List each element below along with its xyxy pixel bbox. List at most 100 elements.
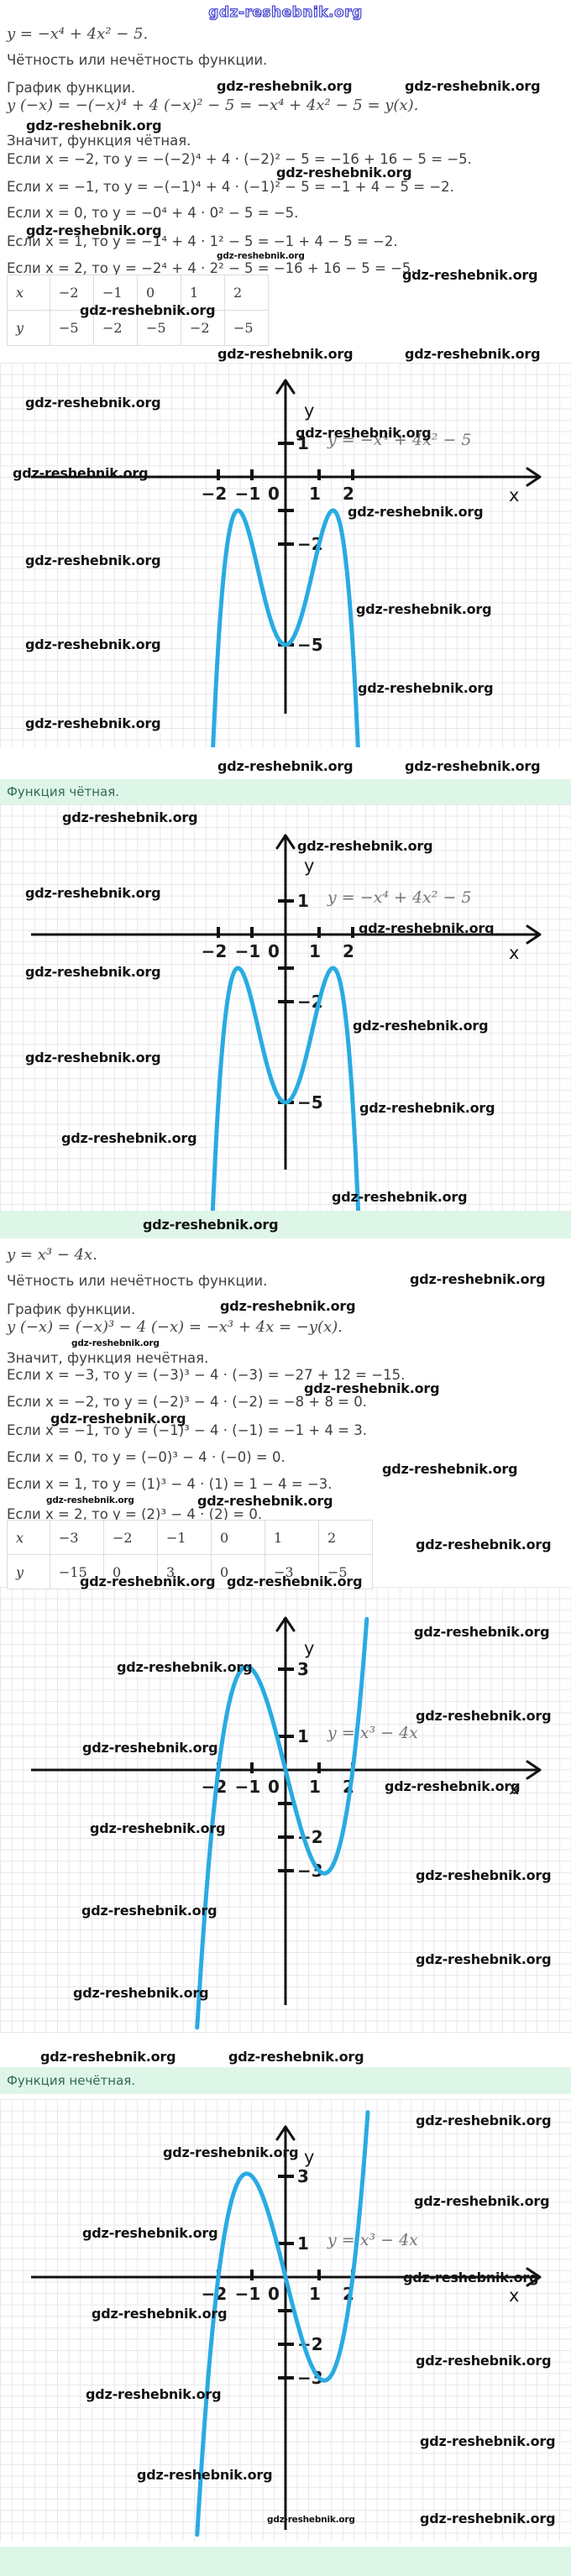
watermark: gdz-reshebnik.org [143, 1217, 279, 1233]
table-cell: −3 [50, 1520, 104, 1555]
case-line: Если x = −2, то y = −(−2)⁴ + 4 · (−2)² −… [7, 151, 472, 167]
conclusion-line: Значит, функция чётная. [7, 133, 191, 149]
watermark: gdz-reshebnik.org [40, 2049, 176, 2065]
watermark: gdz-reshebnik.org [46, 1495, 134, 1505]
x-tick-label: 1 [309, 1777, 321, 1797]
watermark: gdz-reshebnik.org [410, 1271, 546, 1287]
table-cell: x [7, 1520, 50, 1555]
watermark: gdz-reshebnik.org [416, 1537, 552, 1552]
curve-equation-label: y = x³ − 4x [327, 1724, 418, 1742]
watermark: gdz-reshebnik.org [163, 2144, 299, 2160]
watermark: gdz-reshebnik.org [348, 504, 484, 520]
y-tick-label: 1 [297, 433, 309, 453]
graph-heading: График функции. [7, 1301, 136, 1317]
x-axis-label: x [509, 1778, 519, 1798]
case-line: Если x = 1, то y = (1)³ − 4 · (1) = 1 − … [7, 1476, 333, 1492]
x-tick-label: −1 [235, 2284, 261, 2304]
watermark: gdz-reshebnik.org [50, 1411, 186, 1427]
x-tick-label: 1 [309, 484, 321, 504]
watermark: gdz-reshebnik.org [358, 680, 494, 696]
watermark: gdz-reshebnik.org [414, 1624, 550, 1640]
watermark: gdz-reshebnik.org [228, 2049, 364, 2065]
watermark: gdz-reshebnik.org [403, 2270, 539, 2285]
watermark: gdz-reshebnik.org [385, 1778, 521, 1794]
function-curve [195, 2110, 370, 2537]
x-axis-arrow [526, 924, 542, 945]
watermark: gdz-reshebnik.org [25, 395, 161, 411]
case-line: Если x = −1, то y = −(−1)⁴ + 4 · (−1)² −… [7, 179, 454, 195]
watermark: gdz-reshebnik.org [217, 78, 353, 94]
watermark: gdz-reshebnik.org [90, 1820, 226, 1836]
watermark: gdz-reshebnik.org [416, 1867, 552, 1883]
y-tick-label: 1 [297, 2233, 309, 2254]
watermark: gdz-reshebnik.org [416, 1951, 552, 1967]
watermark: gdz-reshebnik.org [25, 636, 161, 652]
watermark: gdz-reshebnik.org [25, 1050, 161, 1065]
case-line: Если x = 0, то y = (−0)³ − 4 · (−0) = 0. [7, 1449, 286, 1465]
watermark: gdz-reshebnik.org [86, 2386, 222, 2402]
watermark: gdz-reshebnik.org [296, 425, 432, 441]
y-axis-arrow [275, 1616, 296, 1632]
table-row: x −2 −1 0 1 2 [7, 275, 269, 311]
y-axis-label: y [304, 2147, 314, 2167]
watermark: gdz-reshebnik.org [62, 809, 198, 825]
table-cell: 2 [224, 275, 269, 311]
watermark: gdz-reshebnik.org [197, 1493, 333, 1509]
curve-equation-label: y = −x⁴ + 4x² − 5 [327, 431, 472, 449]
watermark: gdz-reshebnik.org [267, 2515, 355, 2525]
verdict-band: Функция нечётная. [0, 2067, 571, 2094]
watermark: gdz-reshebnik.org [405, 78, 541, 94]
case-line: Если x = −1, то y = (−1)³ − 4 · (−1) = −… [7, 1422, 367, 1438]
watermark: gdz-reshebnik.org [276, 165, 412, 181]
x-tick-label: 0 [268, 484, 280, 504]
watermark: gdz-reshebnik.org [25, 885, 161, 901]
x-tick-label: −1 [235, 484, 261, 504]
y-tick-label: 1 [297, 1726, 309, 1746]
y-tick-label: −5 [297, 635, 323, 655]
watermark: gdz-reshebnik.org [217, 251, 305, 261]
case-line: Если x = 2, то y = (2)³ − 4 · (2) = 0. [7, 1506, 263, 1522]
table-cell: −5 [50, 310, 94, 346]
watermark: gdz-reshebnik.org [416, 2113, 552, 2128]
y-tick-label: 3 [297, 2166, 309, 2186]
table-cell: −2 [103, 1520, 158, 1555]
case-line: Если x = 0, то y = −0⁴ + 4 · 0² − 5 = −5… [7, 205, 299, 221]
y-axis-label: y [304, 401, 314, 421]
graph-cubic-1: −2 −1 0 1 2 3 1 −2 −3 y x y = x³ − 4x gdz-reshebnik… [0, 1587, 571, 2034]
watermark: gdz-reshebnik.org [402, 267, 538, 283]
verdict-text: Функция чётная. [7, 784, 120, 799]
watermark: gdz-reshebnik.org [420, 2433, 556, 2449]
x-tick-label: 0 [268, 2284, 280, 2304]
x-tick-label: 0 [268, 941, 280, 961]
watermark: gdz-reshebnik.org [297, 838, 433, 854]
watermark: gdz-reshebnik.org [405, 346, 541, 362]
function-curve [210, 966, 361, 1211]
case-line: Если x = 1, то y = −1⁴ + 4 · 1² − 5 = −1… [7, 233, 398, 249]
watermark: gdz-reshebnik.org [220, 1298, 356, 1314]
watermark: gdz-reshebnik.org [382, 1461, 518, 1477]
formula-line: y = −x⁴ + 4x² − 5. [7, 25, 149, 43]
values-table-2: x −3 −2 −1 0 1 2 y −15 0 3 0 −3 −5 [7, 1520, 373, 1589]
graph-cubic-2: −2 −1 0 1 2 3 1 −2 −3 y x y = x³ − 4x gdz-reshebnik… [0, 2099, 571, 2542]
table-row: x −3 −2 −1 0 1 2 [7, 1520, 373, 1555]
table-cell: y [7, 1554, 50, 1589]
table-cell: −5 [318, 1554, 373, 1589]
watermark: gdz-reshebnik.org [420, 2511, 556, 2526]
watermark: gdz-reshebnik.org [82, 2225, 218, 2241]
watermark: gdz-reshebnik.org [81, 1903, 217, 1919]
watermark: gdz-reshebnik.org [356, 601, 492, 617]
table-cell: y [7, 310, 50, 346]
x-tick-label: −1 [235, 941, 261, 961]
watermark: gdz-reshebnik.org [405, 758, 541, 774]
x-tick-label: −2 [202, 484, 228, 504]
curve-equation-label: y = x³ − 4x [327, 2231, 418, 2249]
x-tick-label: 1 [309, 941, 321, 961]
substitution-line: y (−x) = (−x)³ − 4 (−x) = −x³ + 4x = −y(… [7, 1318, 343, 1336]
function-curve [195, 1616, 369, 2030]
x-tick-label: 2 [343, 941, 354, 961]
table-cell: 0 [211, 1554, 265, 1589]
watermark: gdz-reshebnik.org [80, 1573, 216, 1589]
parity-heading: Чётность или нечётность функции. [7, 1273, 268, 1289]
